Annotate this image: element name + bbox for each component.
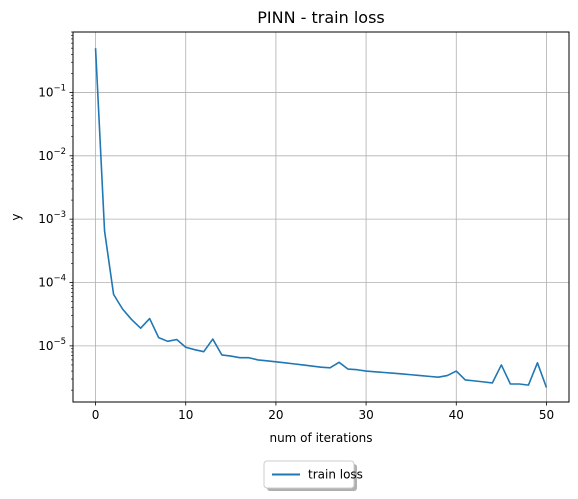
y-tick-label: 10−2 (38, 147, 66, 163)
y-tick-label: 10−3 (38, 210, 66, 226)
y-tick-label: 10−1 (38, 83, 66, 99)
grid-lines (73, 32, 569, 402)
legend-label-train-loss: train loss (308, 468, 363, 482)
x-tick-label: 20 (268, 408, 283, 422)
y-tick-label: 10−5 (38, 337, 66, 353)
series-layer (94, 48, 548, 388)
x-axis-label: num of iterations (269, 431, 372, 445)
x-tick-label: 50 (539, 408, 554, 422)
x-tick-label: 30 (358, 408, 373, 422)
y-tick-label: 10−4 (38, 274, 66, 290)
legend: train loss (263, 460, 363, 491)
chart-title: PINN - train loss (257, 8, 384, 27)
series-line-train-loss (94, 48, 548, 388)
y-axis-label: y (9, 213, 23, 220)
y-ticks: 10−5 10−4 10−3 10−2 10−1 (38, 31, 73, 391)
legend-box (263, 460, 355, 489)
x-tick-label: 40 (449, 408, 464, 422)
x-tick-label: 10 (178, 408, 193, 422)
x-tick-label: 0 (92, 408, 100, 422)
axes-frame (72, 31, 570, 403)
x-ticks: 0 10 20 30 40 50 (92, 402, 554, 422)
